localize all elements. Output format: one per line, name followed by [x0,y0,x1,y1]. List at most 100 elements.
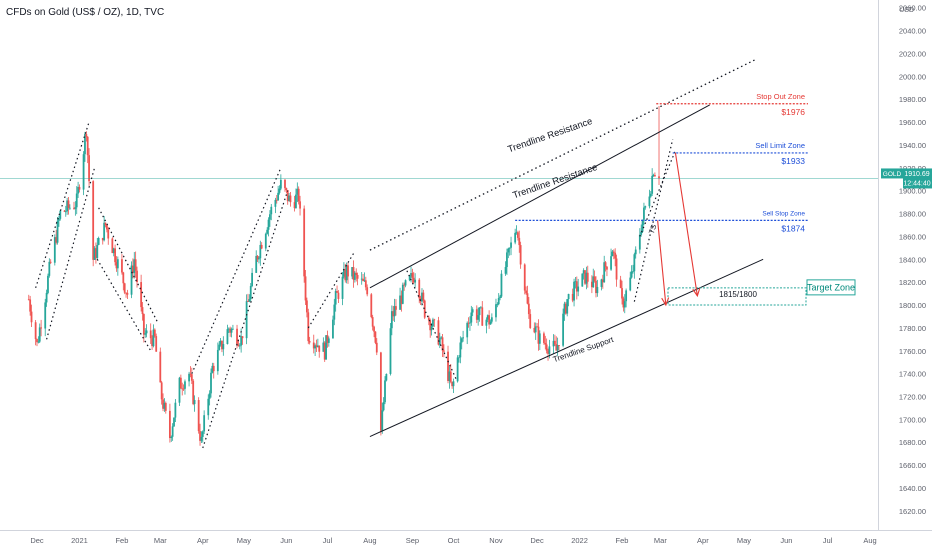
candle-body [658,176,660,179]
candle-body [295,194,297,209]
candle-body [404,280,407,286]
candle-body [222,344,225,350]
y-tick-label: 1780.00 [899,324,926,333]
candle-body [203,415,206,432]
candle-body [537,326,540,344]
y-tick-label: 1840.00 [899,255,926,264]
candle-body [523,264,526,291]
candle-body [623,301,626,308]
candle-body [495,304,497,318]
stop-out-label: Stop Out Zone [756,92,805,101]
candle-body [267,219,270,230]
candle-body [529,314,532,328]
candle-body [275,199,278,201]
sell-limit-arrow [674,152,698,296]
candle-body [307,312,310,342]
y-tick-label: 1860.00 [899,232,926,241]
candle-body [255,255,258,273]
candle-body [533,327,536,333]
candle-body [145,330,148,334]
candle-body [178,377,181,403]
candle-body [207,398,210,416]
candle-body [401,284,404,304]
candle-body [86,136,89,156]
candle-body [633,254,636,272]
y-tick-label: 1660.00 [899,461,926,470]
candle-body [632,271,634,273]
last-price-label: 1910.69 [904,171,929,178]
candle-body [469,322,471,324]
candle-body [152,329,155,347]
candle-body [515,232,518,234]
candle-body [351,267,354,277]
candle-body [507,248,510,253]
candle-body [470,312,473,323]
candle-body [197,400,200,432]
candle-body [48,261,51,276]
symbol-badge [881,168,903,179]
candle-body [547,350,549,354]
candle-body [245,301,248,339]
candle-body [38,327,41,342]
candle-body [316,345,319,347]
candle-body [190,374,193,381]
candle-body [384,380,386,403]
candle-body [471,309,474,313]
candle-body [577,286,580,292]
candle-body [432,319,434,327]
y-tick-label: 2040.00 [899,27,926,36]
candle-body [441,337,444,351]
candle-body [279,179,282,189]
candle-body [478,307,481,316]
candle-body [641,219,644,232]
candle-body [49,261,52,263]
candle-body [105,225,108,230]
candle-body [438,337,441,345]
candle-body [285,188,288,191]
candle-body [490,317,493,322]
candle-body [341,276,344,299]
candle-body [142,314,145,335]
plot-area[interactable] [0,0,878,530]
target-zone-label: Target Zone [807,282,855,292]
candle-body [586,272,589,282]
y-tick-label: 1620.00 [899,507,926,516]
candle-body [452,381,455,387]
price-layer [27,106,660,446]
x-tick-label: Dec [30,536,44,545]
candle-body [308,341,311,343]
candle-body [75,193,78,208]
x-tick-label: Nov [489,536,503,545]
candle-body [564,303,567,314]
trendline-support [369,258,764,437]
candle-body [603,262,606,283]
candle-body [270,206,273,215]
candle-body [326,335,329,343]
candle-body [289,195,292,203]
candle-body [481,307,484,326]
candle-body [615,258,618,280]
y-tick-label: 1720.00 [899,393,926,402]
y-tick-label: 1740.00 [899,370,926,379]
sell-stop-arrow [657,220,667,306]
candle-body [218,344,221,350]
candle-body [363,280,366,282]
candle-body [82,154,85,190]
candle-body [27,299,30,301]
candle-body [73,207,75,209]
candle-body [95,248,97,258]
candle-body [162,399,164,409]
candle-body [563,303,566,314]
pattern-dotted-line [202,190,289,449]
candle-body [610,256,612,270]
candle-body [230,329,233,333]
sell-stop-label: Sell Stop Zone [762,210,805,217]
candle-body [390,311,393,329]
candle-body [651,175,654,194]
countdown-label: 12:44:40 [903,180,930,187]
candle-body [399,295,401,310]
y-tick-label: 1940.00 [899,141,926,150]
candle-body [293,202,296,209]
inner-channel-dotted [639,150,677,237]
